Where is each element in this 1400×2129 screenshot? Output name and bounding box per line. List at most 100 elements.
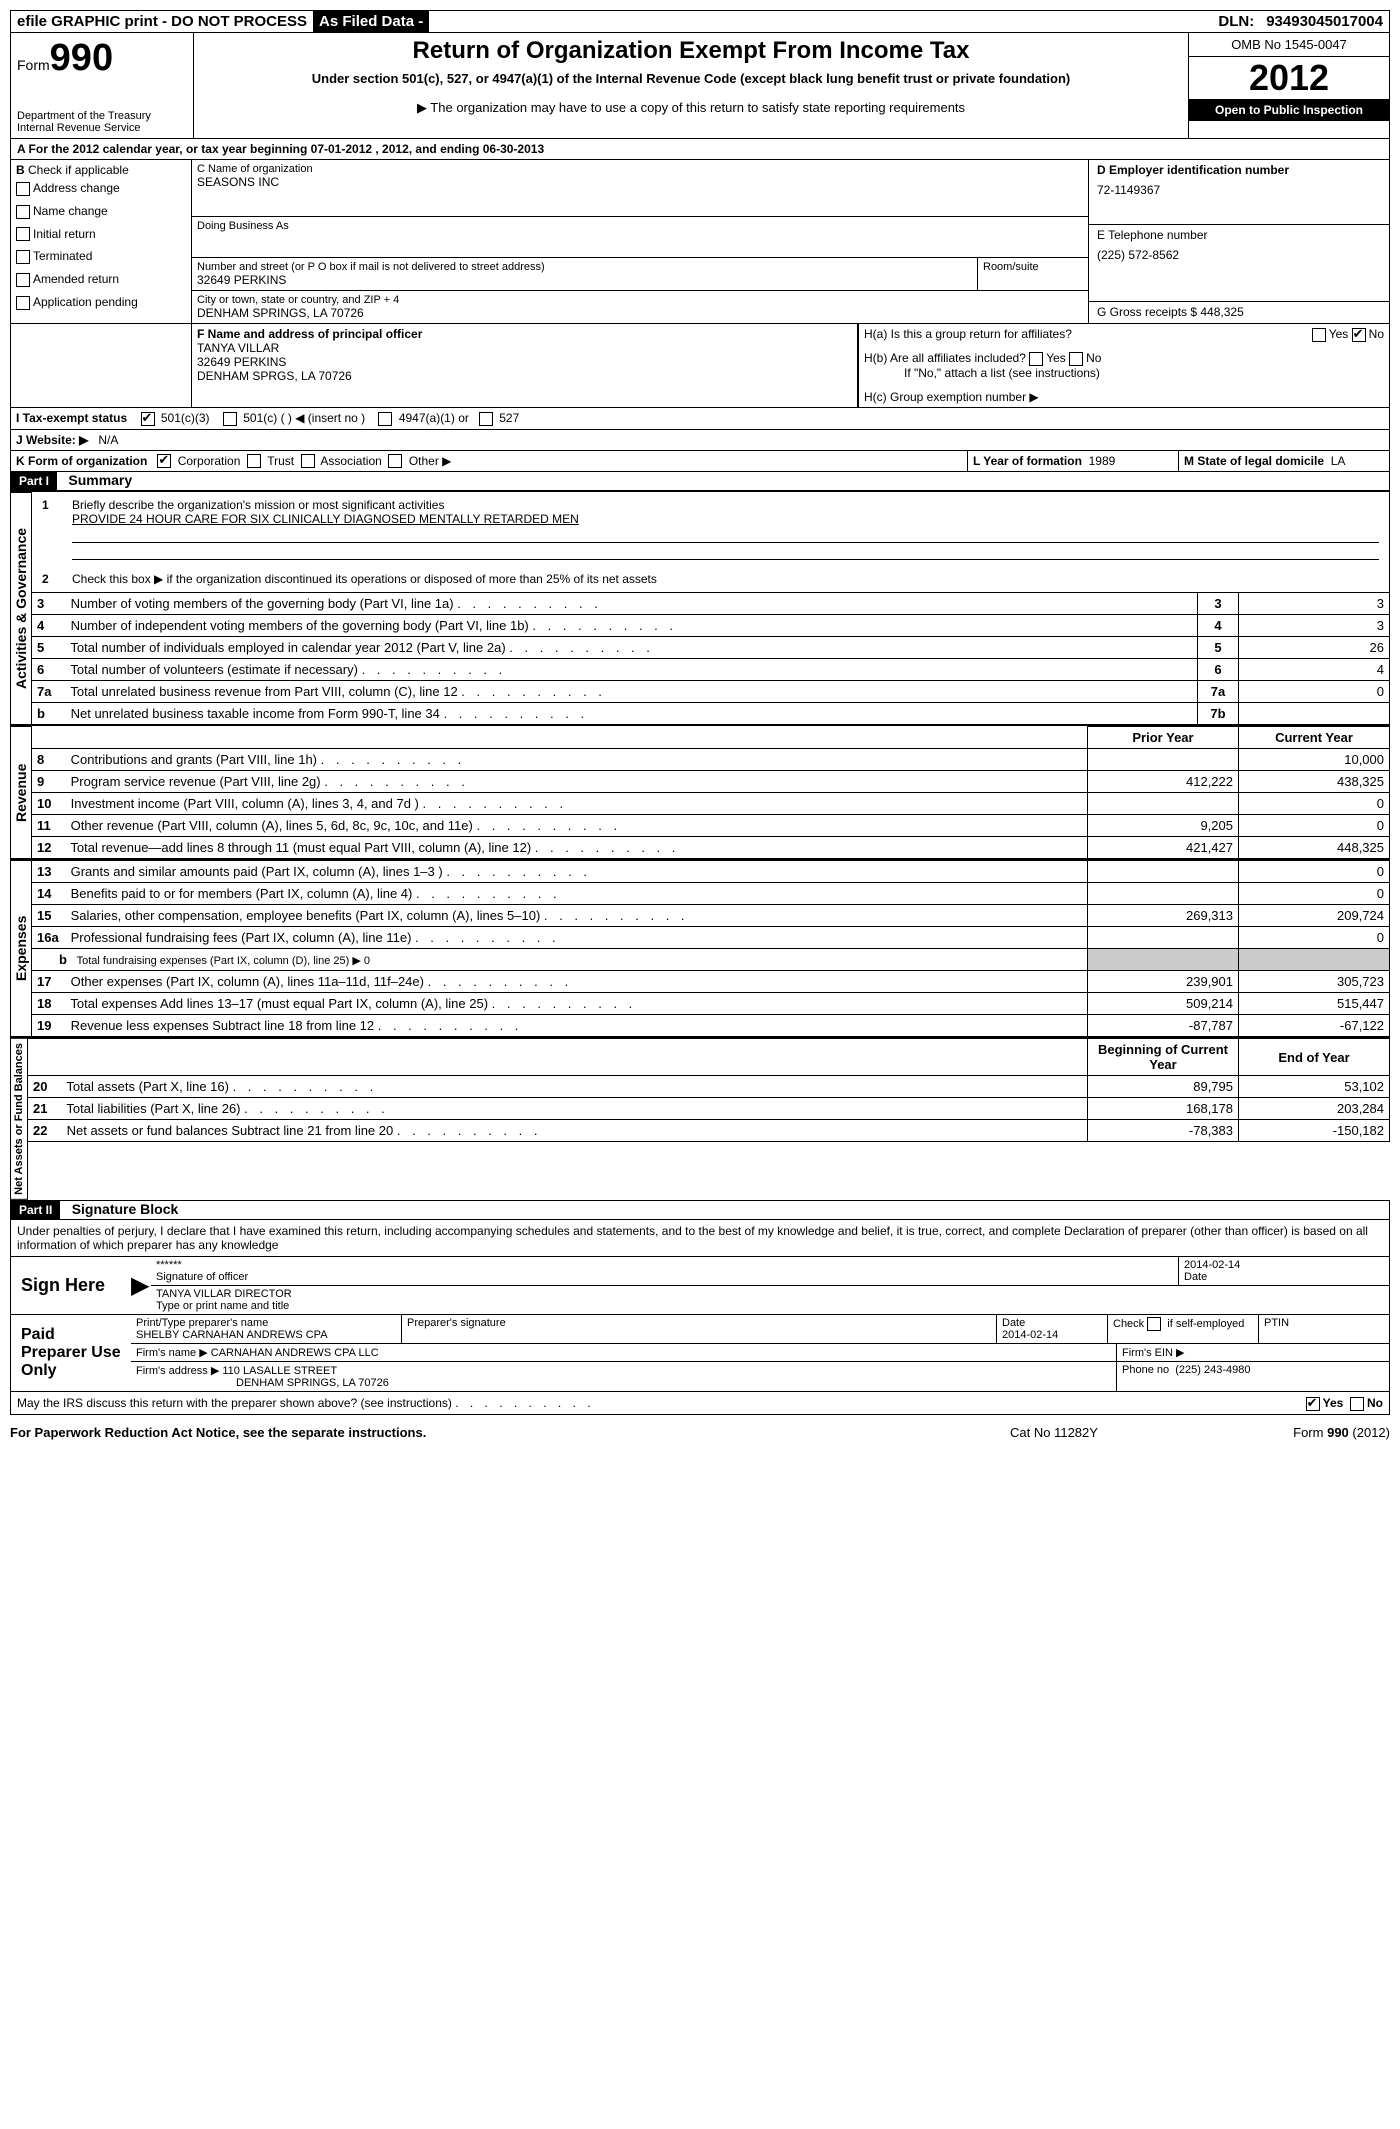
ein-value: 72-1149367 [1097,183,1381,197]
form-label: Form [17,57,50,73]
dept-treasury: Department of the Treasury [17,110,187,122]
activities-governance: Activities & Governance 1 Briefly descri… [10,491,1390,725]
firm-name-label: Firm's name ▶ [136,1347,208,1359]
form-header: Form990 Department of the Treasury Inter… [10,33,1390,139]
prep-name: SHELBY CARNAHAN ANDREWS CPA [136,1329,396,1341]
form-990: 990 [50,37,113,79]
signature-block: Sign Here ▶ ****** Signature of officer … [10,1257,1390,1392]
fh-row: F Name and address of principal officer … [10,324,1390,408]
section-b: B Check if applicable Address change Nam… [11,160,192,323]
summary-row: 20 Total assets (Part X, line 16) 89,795… [28,1076,1390,1098]
checkbox-amended[interactable] [16,273,30,287]
initial-return: Initial return [33,227,96,241]
officer-city: DENHAM SPRGS, LA 70726 [197,369,852,383]
form-title: Return of Organization Exempt From Incom… [202,37,1180,65]
paid-prep-label: Paid Preparer Use Only [11,1315,131,1391]
info-block: B Check if applicable Address change Nam… [10,160,1390,324]
cb-501c[interactable] [223,412,237,426]
checkbox-address-change[interactable] [16,182,30,196]
checkbox-terminated[interactable] [16,250,30,264]
cb-self-employed[interactable] [1147,1317,1161,1331]
summary-top-table: 3 Number of voting members of the govern… [32,592,1390,725]
no-text: No [1369,327,1384,341]
street-label: Number and street (or P O box if mail is… [197,261,972,273]
sig-officer-label: Signature of officer [156,1271,1173,1283]
org-name: SEASONS INC [197,175,1083,189]
part2-title: Signature Block [72,1201,179,1217]
dln-value: 93493045017004 [1260,11,1389,32]
pending: Application pending [33,295,138,309]
ha-yes[interactable] [1312,328,1326,342]
opt-trust: Trust [267,454,294,468]
cb-501c3[interactable] [141,412,155,426]
yes-text: Yes [1329,327,1349,341]
room-label: Room/suite [978,258,1088,290]
summary-row: 3 Number of voting members of the govern… [32,593,1390,615]
checkbox-initial-return[interactable] [16,227,30,241]
tax-year: 2012 [1189,57,1389,99]
form-subtitle: Under section 501(c), 527, or 4947(a)(1)… [202,71,1180,86]
summary-row: 7a Total unrelated business revenue from… [32,681,1390,703]
discuss-yes[interactable] [1306,1397,1320,1411]
k-label: K Form of organization [16,454,147,468]
ein-label: D Employer identification number [1097,163,1381,177]
omb-number: OMB No 1545-0047 [1189,33,1389,57]
summary-row: b Total fundraising expenses (Part IX, c… [32,949,1390,971]
firm-addr1: 110 LASALLE STREET [222,1365,337,1377]
summary-row: 12 Total revenue—add lines 8 through 11 … [32,837,1390,859]
m-label: M State of legal domicile [1184,454,1324,468]
summary-row: 13 Grants and similar amounts paid (Part… [32,861,1390,883]
discuss-no[interactable] [1350,1397,1364,1411]
checkbox-name-change[interactable] [16,205,30,219]
hb-yes[interactable] [1029,352,1043,366]
org-name-label: C Name of organization [197,163,1083,175]
open-public: Open to Public Inspection [1189,99,1389,121]
line2-num: 2 [42,572,72,586]
address-change: Address change [33,181,120,195]
prep-date-label: Date [1002,1317,1102,1329]
cb-assoc[interactable] [301,454,315,468]
cb-corp[interactable] [157,454,171,468]
l-label: L Year of formation [973,454,1082,468]
section-c: C Name of organization SEASONS INC Doing… [192,160,1089,323]
cb-other[interactable] [388,454,402,468]
city-value: DENHAM SPRINGS, LA 70726 [197,306,1083,320]
top-bar: efile GRAPHIC print - DO NOT PROCESS As … [10,10,1390,33]
mission-text: PROVIDE 24 HOUR CARE FOR SIX CLINICALLY … [72,512,579,526]
arrow-icon: ▶ [131,1257,151,1314]
prep-date: 2014-02-14 [1002,1329,1102,1341]
part2-label: Part II [11,1201,60,1219]
ha-no[interactable] [1352,328,1366,342]
dba-label: Doing Business As [197,220,1083,232]
street-value: 32649 PERKINS [197,273,972,287]
asfiled-chip: As Filed Data - [313,11,429,32]
summary-row: 17 Other expenses (Part IX, column (A), … [32,971,1390,993]
hb-label: H(b) Are all affiliates included? [864,351,1026,365]
spacer [429,20,1212,24]
copy-note: ▶ The organization may have to use a cop… [202,100,1180,116]
summary-row: 15 Salaries, other compensation, employe… [32,905,1390,927]
hb-no[interactable] [1069,352,1083,366]
summary-row: 11 Other revenue (Part VIII, column (A),… [32,815,1390,837]
checkbox-pending[interactable] [16,296,30,310]
discuss-yes-text: Yes [1323,1396,1344,1410]
discuss-no-text: No [1367,1396,1383,1410]
opt-corp: Corporation [178,454,241,468]
cb-527[interactable] [479,412,493,426]
cb-trust[interactable] [247,454,261,468]
net-table: Beginning of Current YearEnd of Year 20 … [28,1038,1390,1142]
cb-4947[interactable] [378,412,392,426]
firm-ein-label: Firm's EIN ▶ [1122,1347,1185,1359]
check-self-text: Check [1113,1318,1147,1330]
name-change: Name change [33,204,108,218]
gross-label: G Gross receipts $ [1097,305,1197,319]
yes-text2: Yes [1046,351,1066,365]
summary-row: 4 Number of independent voting members o… [32,615,1390,637]
ptin-label: PTIN [1264,1317,1384,1329]
firm-phone-label: Phone no [1122,1364,1169,1376]
irs-label: Internal Revenue Service [17,122,187,134]
b-checkif: Check if applicable [28,163,129,177]
gross-value: 448,325 [1200,305,1243,319]
opt-assoc: Association [320,454,381,468]
summary-row: 8 Contributions and grants (Part VIII, l… [32,749,1390,771]
